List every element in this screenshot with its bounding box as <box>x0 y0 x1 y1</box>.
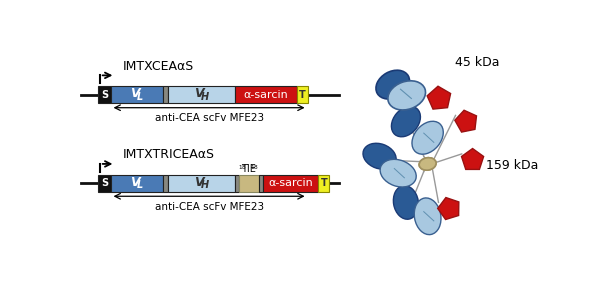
Text: IMTXTRICEAαS: IMTXTRICEAαS <box>123 148 215 161</box>
Bar <box>168 86 235 103</box>
Text: $^{18}$: $^{18}$ <box>238 165 247 174</box>
Polygon shape <box>427 86 451 109</box>
Bar <box>235 86 296 103</box>
Ellipse shape <box>388 81 425 110</box>
Bar <box>296 86 308 103</box>
Bar <box>263 175 319 192</box>
Text: V: V <box>130 176 139 189</box>
Bar <box>163 86 168 103</box>
Text: S: S <box>101 178 108 188</box>
Text: S: S <box>101 90 108 100</box>
Polygon shape <box>438 198 459 219</box>
Ellipse shape <box>391 106 421 137</box>
Ellipse shape <box>380 159 416 187</box>
Bar <box>235 175 239 192</box>
Polygon shape <box>461 149 484 169</box>
Text: L: L <box>137 181 143 190</box>
Text: anti-CEA scFv MFE23: anti-CEA scFv MFE23 <box>155 202 263 212</box>
Bar <box>110 86 163 103</box>
Text: IMTXCEAαS: IMTXCEAαS <box>123 60 194 73</box>
Text: V: V <box>194 176 204 189</box>
Text: H: H <box>201 181 209 190</box>
Ellipse shape <box>414 198 441 235</box>
Ellipse shape <box>376 70 410 99</box>
Text: 159 kDa: 159 kDa <box>486 159 538 172</box>
Bar <box>319 175 329 192</box>
Bar <box>163 175 168 192</box>
Bar <box>239 175 259 192</box>
Bar <box>168 175 235 192</box>
Bar <box>98 86 110 103</box>
Text: α-sarcin: α-sarcin <box>268 178 313 188</box>
Ellipse shape <box>363 143 396 169</box>
Polygon shape <box>455 110 476 132</box>
Ellipse shape <box>419 158 436 170</box>
Text: L: L <box>137 92 143 102</box>
Bar <box>259 175 263 192</box>
Ellipse shape <box>419 158 436 170</box>
Text: T: T <box>320 178 327 188</box>
Bar <box>98 175 110 192</box>
Ellipse shape <box>412 121 443 154</box>
Text: V: V <box>194 87 204 100</box>
Ellipse shape <box>394 185 418 219</box>
Text: 45 kDa: 45 kDa <box>455 56 499 69</box>
Text: α-sarcin: α-sarcin <box>243 90 288 100</box>
Text: TIE: TIE <box>241 164 256 174</box>
Text: V: V <box>130 87 139 100</box>
Text: anti-CEA scFv MFE23: anti-CEA scFv MFE23 <box>155 113 263 123</box>
Text: $^{18}$: $^{18}$ <box>250 165 259 174</box>
Text: H: H <box>201 92 209 102</box>
Text: T: T <box>299 90 305 100</box>
Bar <box>110 175 163 192</box>
